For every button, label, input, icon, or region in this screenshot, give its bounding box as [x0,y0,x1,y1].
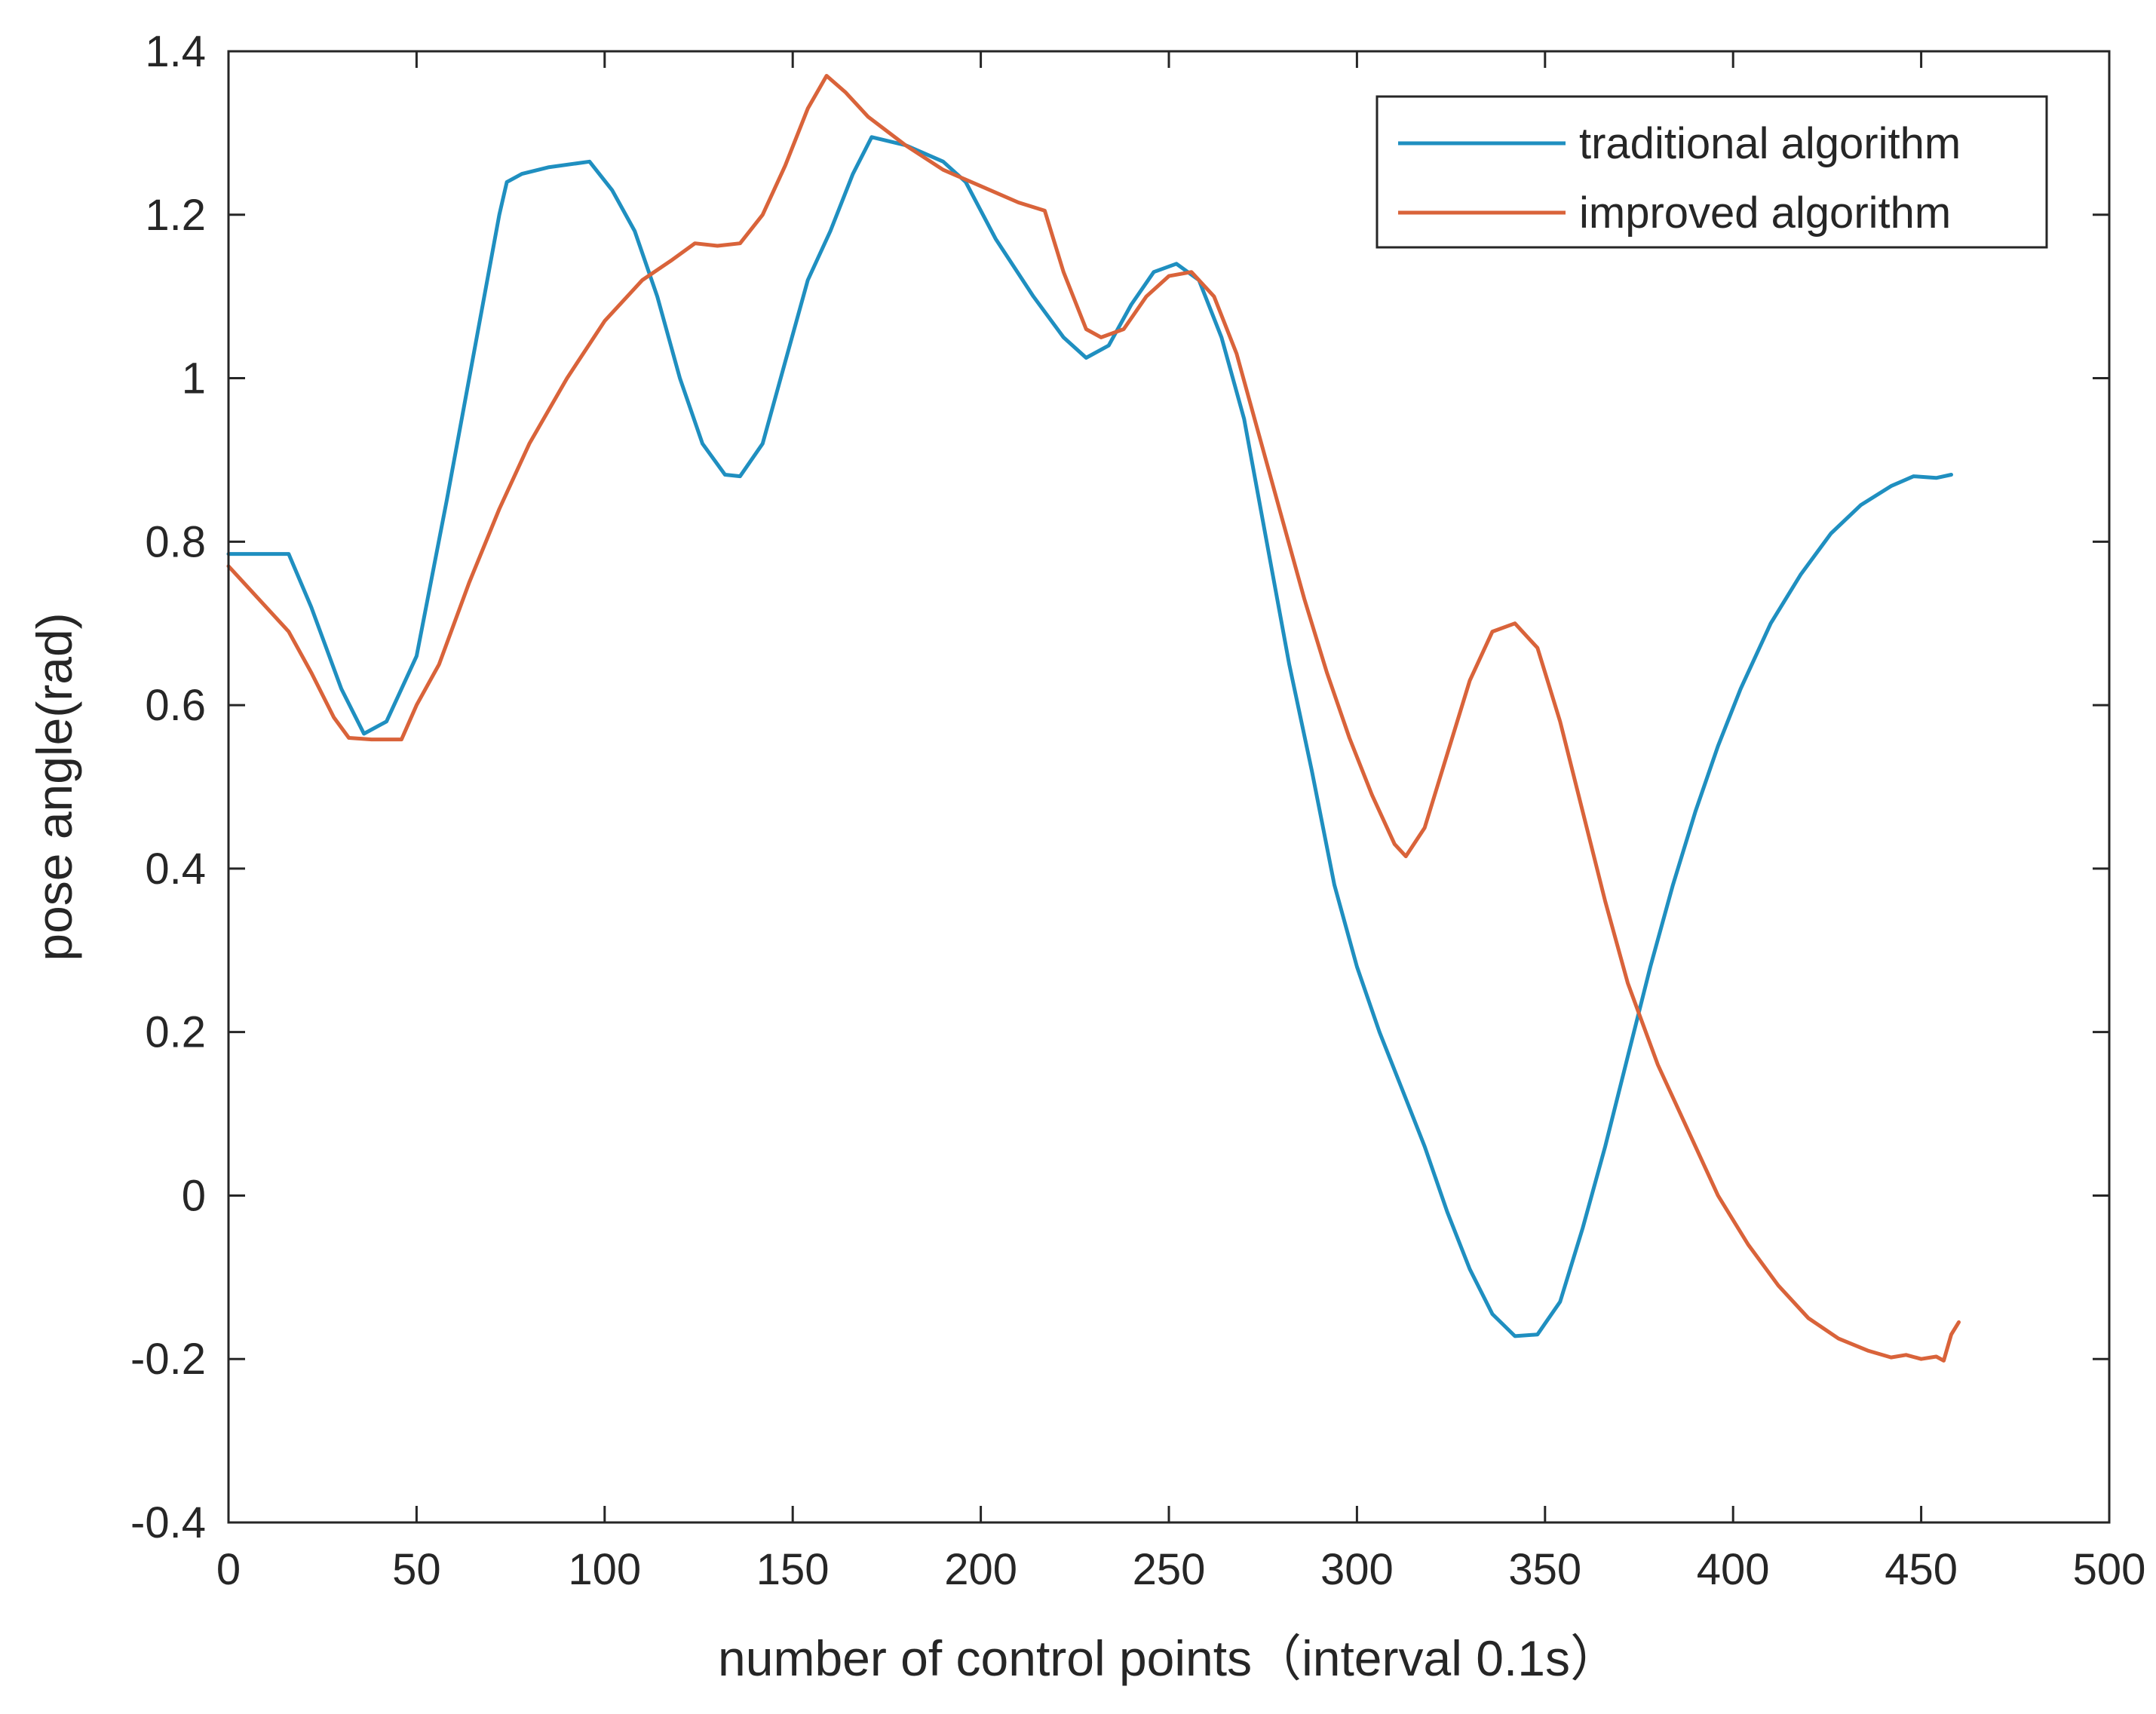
x-tick-label: 250 [1133,1545,1206,1594]
x-tick-label: 150 [756,1545,830,1594]
x-tick-label: 500 [2073,1545,2146,1594]
y-tick-label: -0.2 [130,1335,206,1384]
y-tick-label: 0 [182,1171,206,1220]
series-layer [226,74,1961,1363]
series-line-0 [226,135,1953,1338]
y-axis-label: pose angle(rad) [26,612,82,961]
ticks-layer [227,50,2111,1524]
x-tick-label: 50 [392,1545,441,1594]
x-tick-label: 100 [568,1545,641,1594]
y-tick-label: 0.8 [145,517,206,566]
series-line-1 [226,74,1961,1363]
x-axis-label: number of control points（interval 0.1s） [718,1630,1620,1686]
x-tick-label: 0 [216,1545,241,1594]
y-tick-label: -0.4 [130,1498,206,1547]
y-tick-label: 1 [182,354,206,403]
y-tick-labels: -0.4 -0.2 0 0.2 0.4 0.6 0.8 1 1.2 1.4 [130,27,206,1547]
x-tick-label: 400 [1697,1545,1770,1594]
x-tick-labels: 0 50 100 150 200 250 300 350 400 450 500 [216,1545,2146,1594]
legend-label-improved: improved algorithm [1579,189,1951,238]
x-tick-label: 350 [1508,1545,1581,1594]
legend-box [1375,95,2048,249]
legend: traditional algorithm improved algorithm [1375,95,2048,249]
y-tick-label: 0.6 [145,681,206,730]
legend-label-traditional: traditional algorithm [1579,119,1961,168]
x-tick-label: 200 [944,1545,1017,1594]
y-tick-label: 1.4 [145,27,206,76]
y-tick-label: 1.2 [145,191,206,240]
x-tick-label: 300 [1320,1545,1394,1594]
x-tick-label: 450 [1885,1545,1958,1594]
y-tick-label: 0.4 [145,845,206,894]
y-tick-label: 0.2 [145,1008,206,1057]
